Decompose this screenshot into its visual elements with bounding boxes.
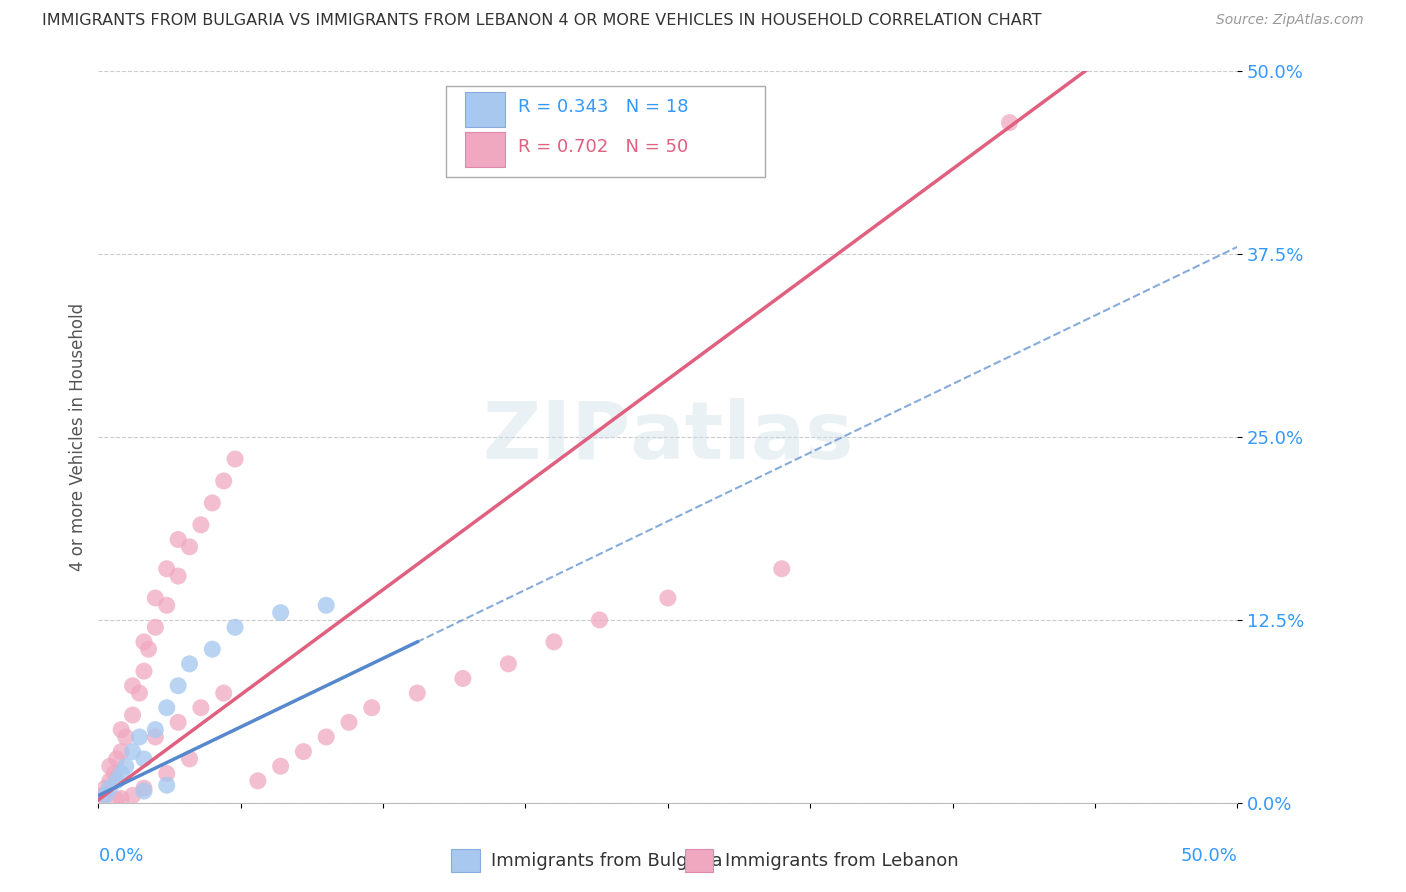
Point <box>132 635 155 649</box>
Point <box>360 700 382 714</box>
Point <box>98 773 121 788</box>
Point <box>406 686 429 700</box>
Point <box>156 599 179 613</box>
Point <box>543 635 565 649</box>
Point <box>292 745 315 759</box>
Point <box>201 496 224 510</box>
Bar <box>685 849 713 872</box>
Point <box>128 730 150 744</box>
Point <box>156 562 179 576</box>
Point <box>451 672 474 686</box>
Point <box>121 679 143 693</box>
Point <box>167 715 190 730</box>
Point <box>110 723 132 737</box>
Bar <box>465 93 505 128</box>
Point <box>138 642 160 657</box>
Point <box>145 730 167 744</box>
Point <box>110 766 132 780</box>
Point <box>201 642 224 657</box>
Point <box>246 773 269 788</box>
Point <box>224 620 246 634</box>
Text: Immigrants from Bulgaria: Immigrants from Bulgaria <box>491 852 723 870</box>
Point <box>212 686 235 700</box>
Point <box>98 759 121 773</box>
Point <box>190 517 212 532</box>
FancyBboxPatch shape <box>446 86 765 178</box>
Text: Immigrants from Lebanon: Immigrants from Lebanon <box>725 852 959 870</box>
Text: 50.0%: 50.0% <box>1181 847 1237 864</box>
Point <box>588 613 610 627</box>
Bar <box>465 132 505 167</box>
Point <box>132 752 155 766</box>
Y-axis label: 4 or more Vehicles in Household: 4 or more Vehicles in Household <box>69 303 87 571</box>
Point <box>94 781 117 796</box>
Point <box>270 759 292 773</box>
Point <box>91 789 114 803</box>
Point <box>98 781 121 796</box>
Text: 0.0%: 0.0% <box>98 847 143 864</box>
Point <box>114 730 136 744</box>
Point <box>770 562 793 576</box>
Point <box>167 679 190 693</box>
Point <box>190 700 212 714</box>
Text: Source: ZipAtlas.com: Source: ZipAtlas.com <box>1216 13 1364 28</box>
Point <box>105 773 128 788</box>
Point <box>121 745 143 759</box>
Point <box>105 752 128 766</box>
Bar <box>451 849 479 872</box>
Text: R = 0.343   N = 18: R = 0.343 N = 18 <box>517 98 688 116</box>
Point <box>270 606 292 620</box>
Point <box>110 791 132 805</box>
Point <box>156 766 179 780</box>
Point <box>212 474 235 488</box>
Point <box>121 789 143 803</box>
Point <box>315 599 337 613</box>
Point <box>105 793 128 807</box>
Point <box>179 540 201 554</box>
Point <box>998 115 1021 129</box>
Point <box>179 752 201 766</box>
Point <box>167 533 190 547</box>
Point <box>315 730 337 744</box>
Point <box>156 700 179 714</box>
Point <box>145 723 167 737</box>
Point <box>224 452 246 467</box>
Point <box>132 664 155 678</box>
Point <box>128 686 150 700</box>
Text: ZIP​atlas: ZIP​atlas <box>482 398 853 476</box>
Point <box>337 715 360 730</box>
Point <box>110 745 132 759</box>
Point <box>121 708 143 723</box>
Point <box>179 657 201 671</box>
Point <box>94 789 117 803</box>
Point <box>657 591 679 605</box>
Point <box>114 759 136 773</box>
Point <box>156 778 179 792</box>
Point <box>167 569 190 583</box>
Point <box>132 784 155 798</box>
Point <box>103 766 125 780</box>
Text: R = 0.702   N = 50: R = 0.702 N = 50 <box>517 138 688 156</box>
Text: IMMIGRANTS FROM BULGARIA VS IMMIGRANTS FROM LEBANON 4 OR MORE VEHICLES IN HOUSEH: IMMIGRANTS FROM BULGARIA VS IMMIGRANTS F… <box>42 13 1042 29</box>
Point <box>498 657 520 671</box>
Point <box>145 591 167 605</box>
Point <box>132 781 155 796</box>
Point <box>145 620 167 634</box>
